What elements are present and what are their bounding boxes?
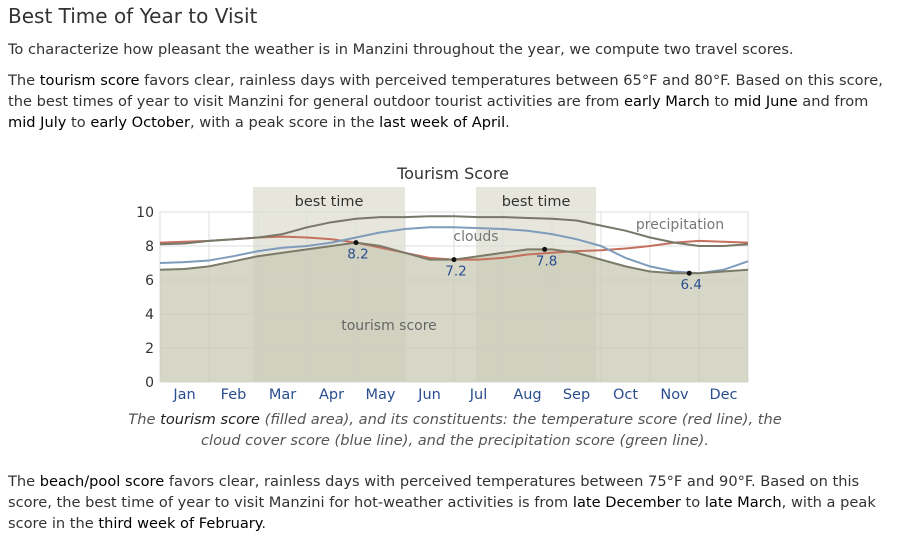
text-span: to: [66, 114, 91, 131]
text-span: , with a peak score in the: [8, 494, 876, 532]
y-tick-label: 2: [145, 341, 154, 357]
keyword: last week of April: [379, 114, 506, 131]
text-span: .: [261, 515, 266, 532]
text-span: favors clear, rainless days with perceiv…: [8, 72, 883, 110]
data-label: 7.8: [536, 253, 557, 269]
series-label: precipitation: [636, 217, 724, 233]
x-tick-label: Jan: [172, 387, 195, 403]
keyword: mid July: [8, 114, 67, 131]
text-span: favors clear, rainless days with perceiv…: [8, 473, 860, 511]
text-span: to: [680, 494, 705, 511]
data-point-marker: [542, 246, 548, 252]
keyword: early March: [624, 93, 710, 110]
best-time-label: best time: [295, 194, 364, 210]
keyword: mid June: [733, 93, 798, 110]
x-tick-label: Mar: [269, 387, 296, 403]
chart-caption: The tourism score (filled area), and its…: [120, 409, 790, 451]
page-title: Best Time of Year to Visit: [8, 4, 258, 28]
best-time-label: best time: [502, 194, 571, 210]
text-span: , with a peak score in the: [190, 114, 380, 131]
x-tick-label: Oct: [613, 387, 638, 403]
y-tick-label: 10: [136, 205, 154, 221]
data-point-marker: [686, 270, 692, 276]
keyword: late March: [704, 494, 782, 511]
text-span: and from: [797, 93, 869, 110]
x-tick-label: Feb: [221, 387, 247, 403]
series-label: tourism score: [341, 318, 437, 334]
y-tick-label: 6: [145, 273, 154, 289]
keyword: tourism score: [160, 411, 261, 428]
keyword: third week of February: [98, 515, 262, 532]
keyword: beach/pool score: [39, 473, 165, 490]
x-tick-label: Sep: [563, 387, 590, 403]
text-span: .: [505, 114, 510, 131]
data-point-marker: [451, 257, 457, 263]
tourism-score-chart: best time best time 0 2 4 6 8 10 Jan Feb Mar Apr Ma…: [136, 164, 749, 403]
x-tick-label: Apr: [319, 387, 344, 403]
beach-paragraph: The beach/pool score favors clear, rainl…: [8, 471, 898, 534]
x-tick-label: Jul: [469, 387, 488, 403]
text-span: (filled area), and its constituents: the…: [201, 411, 782, 449]
data-label: 8.2: [347, 247, 368, 263]
x-tick-label: Aug: [513, 387, 541, 403]
keyword: late December: [572, 494, 681, 511]
text-span: The: [128, 411, 161, 428]
y-tick-label: 8: [145, 239, 154, 255]
y-tick-label: 0: [145, 375, 154, 391]
data-label: 6.4: [680, 277, 701, 293]
tourism-paragraph: The tourism score favors clear, rainless…: [8, 70, 898, 133]
series-label: clouds: [453, 229, 498, 245]
tourism-score-area: [160, 242, 748, 382]
data-label: 7.2: [445, 264, 466, 280]
keyword: tourism score: [39, 72, 140, 89]
data-point-marker: [353, 240, 359, 246]
x-tick-label: Jun: [417, 387, 441, 403]
intro-paragraph: To characterize how pleasant the weather…: [8, 41, 794, 58]
x-tick-label: Dec: [709, 387, 737, 403]
series-line-clouds: [159, 226, 749, 275]
keyword: early October: [90, 114, 191, 131]
text-span: The: [8, 473, 40, 490]
y-tick-label: 4: [145, 307, 154, 323]
series-line-precipitation: [159, 215, 749, 247]
chart-title: Tourism Score: [396, 164, 509, 183]
x-tick-label: May: [366, 387, 396, 403]
text-span: The: [8, 72, 40, 89]
text-span: to: [709, 93, 734, 110]
x-tick-label: Nov: [660, 387, 689, 403]
